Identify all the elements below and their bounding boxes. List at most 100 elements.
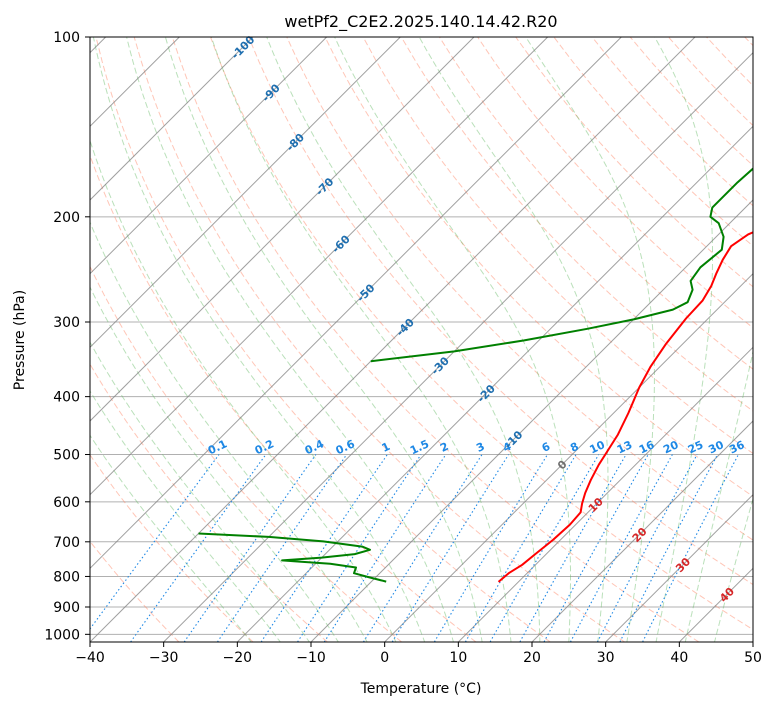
y-tick-label: 800: [53, 569, 80, 585]
dewpoint-profile-line: [198, 532, 387, 583]
mixing-ratio-line: [130, 454, 267, 642]
isotherm: [531, 420, 753, 642]
mixing-ratio-lines: [90, 454, 739, 642]
dry-adiabats: [90, 37, 753, 642]
y-axis-title: Pressure (hPa): [12, 290, 28, 390]
isotherm: [310, 199, 753, 642]
moist-adiabats: [90, 37, 753, 642]
y-tick-label: 300: [53, 315, 80, 331]
dry-adiabat: [400, 37, 753, 412]
isotherm: [457, 346, 753, 642]
mixing-ratio-label: 16: [637, 438, 657, 456]
plot-frame: [89, 36, 754, 643]
mixing-ratio-line: [183, 454, 317, 642]
moist-adiabat: [90, 286, 339, 642]
moist-adiabat: [164, 37, 483, 642]
mixing-ratio-line: [569, 454, 673, 642]
x-axis-ticks: −40 −30 −20 −10 0 10 20 30 40 50: [75, 642, 762, 666]
mixing-ratio-label: 36: [727, 438, 747, 456]
isotherm: [236, 125, 753, 642]
y-tick-label: 900: [53, 600, 80, 616]
dry-adiabat: [90, 540, 180, 642]
y-tick-label: 700: [53, 535, 80, 551]
dry-adiabat: [248, 37, 753, 586]
y-tick-label: 600: [53, 495, 80, 511]
moist-adiabat: [654, 37, 713, 642]
moist-adiabat: [90, 390, 281, 642]
dry-adiabat: [286, 37, 753, 541]
mixing-ratio-line: [216, 454, 348, 642]
y-tick-label: 500: [53, 448, 80, 464]
dry-adiabat: [90, 363, 328, 642]
isotherm: [605, 493, 753, 642]
x-tick-label: 0: [380, 650, 389, 666]
moist-adiabat: [90, 138, 397, 642]
mixing-ratio-line: [519, 454, 627, 642]
dry-adiabat: [362, 37, 753, 455]
dry-adiabat: [210, 37, 753, 631]
y-tick-label: 1000: [44, 627, 80, 643]
y-tick-label: 100: [53, 30, 80, 46]
moist-adiabat: [90, 341, 310, 642]
moist-adiabat: [90, 220, 368, 642]
x-tick-label: −10: [296, 650, 326, 666]
x-tick-label: −20: [223, 650, 253, 666]
dry-adiabat: [324, 37, 753, 498]
moist-adiabat: [334, 37, 571, 642]
dry-adiabat: [90, 153, 477, 642]
mixing-ratio-label: 30: [706, 438, 726, 456]
moist-adiabat: [126, 37, 454, 642]
dry-adiabat: [90, 265, 403, 642]
mixing-ratio-line: [489, 454, 600, 642]
mixing-ratio-line: [90, 454, 220, 630]
pressure-gridlines: [90, 37, 753, 635]
dry-adiabat: [95, 37, 551, 642]
dewpoint-profile-line: [370, 167, 753, 363]
dry-adiabat: [90, 453, 254, 642]
chart-title: wetPf2_C2E2.2025.140.14.42.R20: [284, 12, 557, 32]
mixing-ratio-line: [433, 454, 548, 642]
isotherm: [90, 37, 622, 570]
mixing-ratio-label: 20: [661, 438, 681, 456]
isotherm: [90, 37, 549, 496]
mixing-ratio-label: 13: [615, 438, 634, 456]
mixing-ratio-label: 10: [588, 438, 608, 456]
y-tick-label: 400: [53, 390, 80, 406]
temperature-profile-line: [497, 231, 753, 583]
mixing-ratio-label: 25: [686, 438, 705, 456]
moist-adiabat: [210, 37, 512, 642]
isotherm: [90, 37, 254, 201]
moist-adiabat: [92, 37, 426, 642]
x-axis-title: Temperature (°C): [360, 681, 482, 697]
mixing-ratio-line: [297, 454, 422, 642]
y-tick-label: 200: [53, 210, 80, 226]
dry-adiabat: [133, 37, 625, 642]
isotherm: [90, 37, 696, 642]
x-tick-label: 20: [523, 650, 541, 666]
isotherm: [163, 51, 753, 642]
moist-adiabat: [266, 37, 541, 642]
isotherm: [90, 37, 401, 349]
isotherm: [384, 272, 753, 642]
isotherm: [90, 37, 475, 422]
mixing-ratio-line: [323, 454, 447, 642]
x-tick-label: −40: [75, 650, 105, 666]
x-tick-label: −30: [149, 650, 179, 666]
mixing-ratio-line: [260, 454, 388, 642]
x-tick-label: 30: [597, 650, 615, 666]
mixing-ratio-line: [464, 454, 577, 642]
moist-adiabat: [525, 37, 656, 642]
x-tick-label: 40: [670, 650, 688, 666]
moist-adiabat: [90, 434, 252, 642]
isotherm: [90, 37, 328, 275]
sounding-profiles: [198, 167, 753, 583]
dry-adiabat: [515, 37, 753, 288]
moist-adiabat: [418, 37, 609, 642]
isotherms: [90, 37, 753, 642]
x-tick-label: 50: [744, 650, 762, 666]
y-axis-ticks: 100 200 300 400 500 600 700 800 900 1000: [44, 30, 90, 643]
mixing-ratio-line: [596, 454, 698, 642]
x-tick-label: 10: [449, 650, 467, 666]
